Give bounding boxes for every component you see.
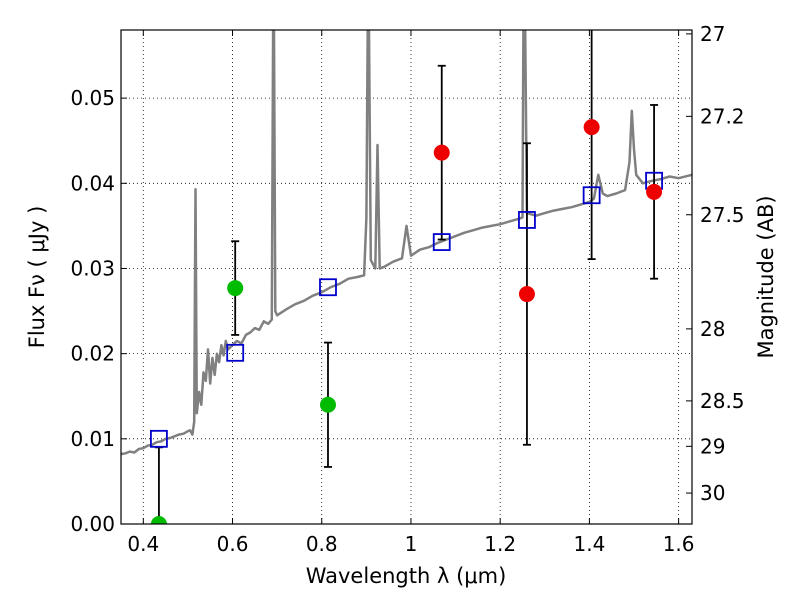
model-photometry-square bbox=[518, 211, 536, 229]
x-tick-label: 1.2 bbox=[484, 532, 516, 556]
right-tick-label: 27.5 bbox=[700, 203, 745, 227]
y-tick-label: 0.01 bbox=[70, 427, 115, 451]
observed-flux-point bbox=[227, 280, 244, 297]
y-tick-label: 0.00 bbox=[70, 512, 115, 536]
model-photometry-square bbox=[150, 429, 168, 448]
plot-frame bbox=[120, 29, 693, 525]
x-tick-label: 0.8 bbox=[306, 532, 338, 556]
right-tick-label: 29 bbox=[700, 434, 725, 458]
y-tick-label: 0.03 bbox=[70, 256, 115, 280]
observed-flux-point bbox=[433, 144, 450, 161]
model-photometry-square bbox=[226, 343, 245, 362]
right-tick-label: 27.2 bbox=[700, 104, 745, 128]
x-tick-label: 0.4 bbox=[127, 532, 159, 556]
observed-flux-point bbox=[150, 516, 167, 524]
y-tick-label: 0.02 bbox=[70, 342, 115, 366]
tick-labels: 0.4 0.6 0.8 1 1.2 1.4 1.6 0.00 0.01 0.02 0.03 0.04 0… bbox=[70, 22, 744, 556]
right-tick-label: 30 bbox=[700, 481, 725, 505]
x-tick-label: 1 bbox=[405, 532, 418, 556]
model-photometry-square bbox=[432, 233, 451, 251]
data-markers bbox=[150, 119, 663, 524]
right-tick-label: 28 bbox=[700, 317, 725, 341]
y-axis-label: Flux Fν ( μJy ) bbox=[25, 206, 49, 349]
observed-flux-point bbox=[646, 183, 663, 200]
x-tick-label: 1.4 bbox=[573, 532, 605, 556]
x-axis-label: Wavelength λ (μm) bbox=[306, 564, 507, 588]
observed-flux-point bbox=[319, 396, 336, 413]
right-axis-label: Magnitude (AB) bbox=[754, 195, 778, 358]
y-tick-label: 0.05 bbox=[70, 86, 115, 110]
y-tick-label: 0.04 bbox=[70, 171, 115, 195]
x-tick-label: 1.6 bbox=[663, 532, 695, 556]
observed-flux-point bbox=[583, 119, 600, 136]
x-tick-label: 0.6 bbox=[217, 532, 249, 556]
model-photometry-square bbox=[582, 186, 601, 205]
right-tick-label: 28.5 bbox=[700, 389, 745, 413]
right-tick-label: 27 bbox=[700, 22, 725, 46]
observed-flux-point bbox=[518, 286, 535, 303]
model-photometry-square bbox=[319, 278, 337, 297]
ticks bbox=[121, 30, 692, 525]
